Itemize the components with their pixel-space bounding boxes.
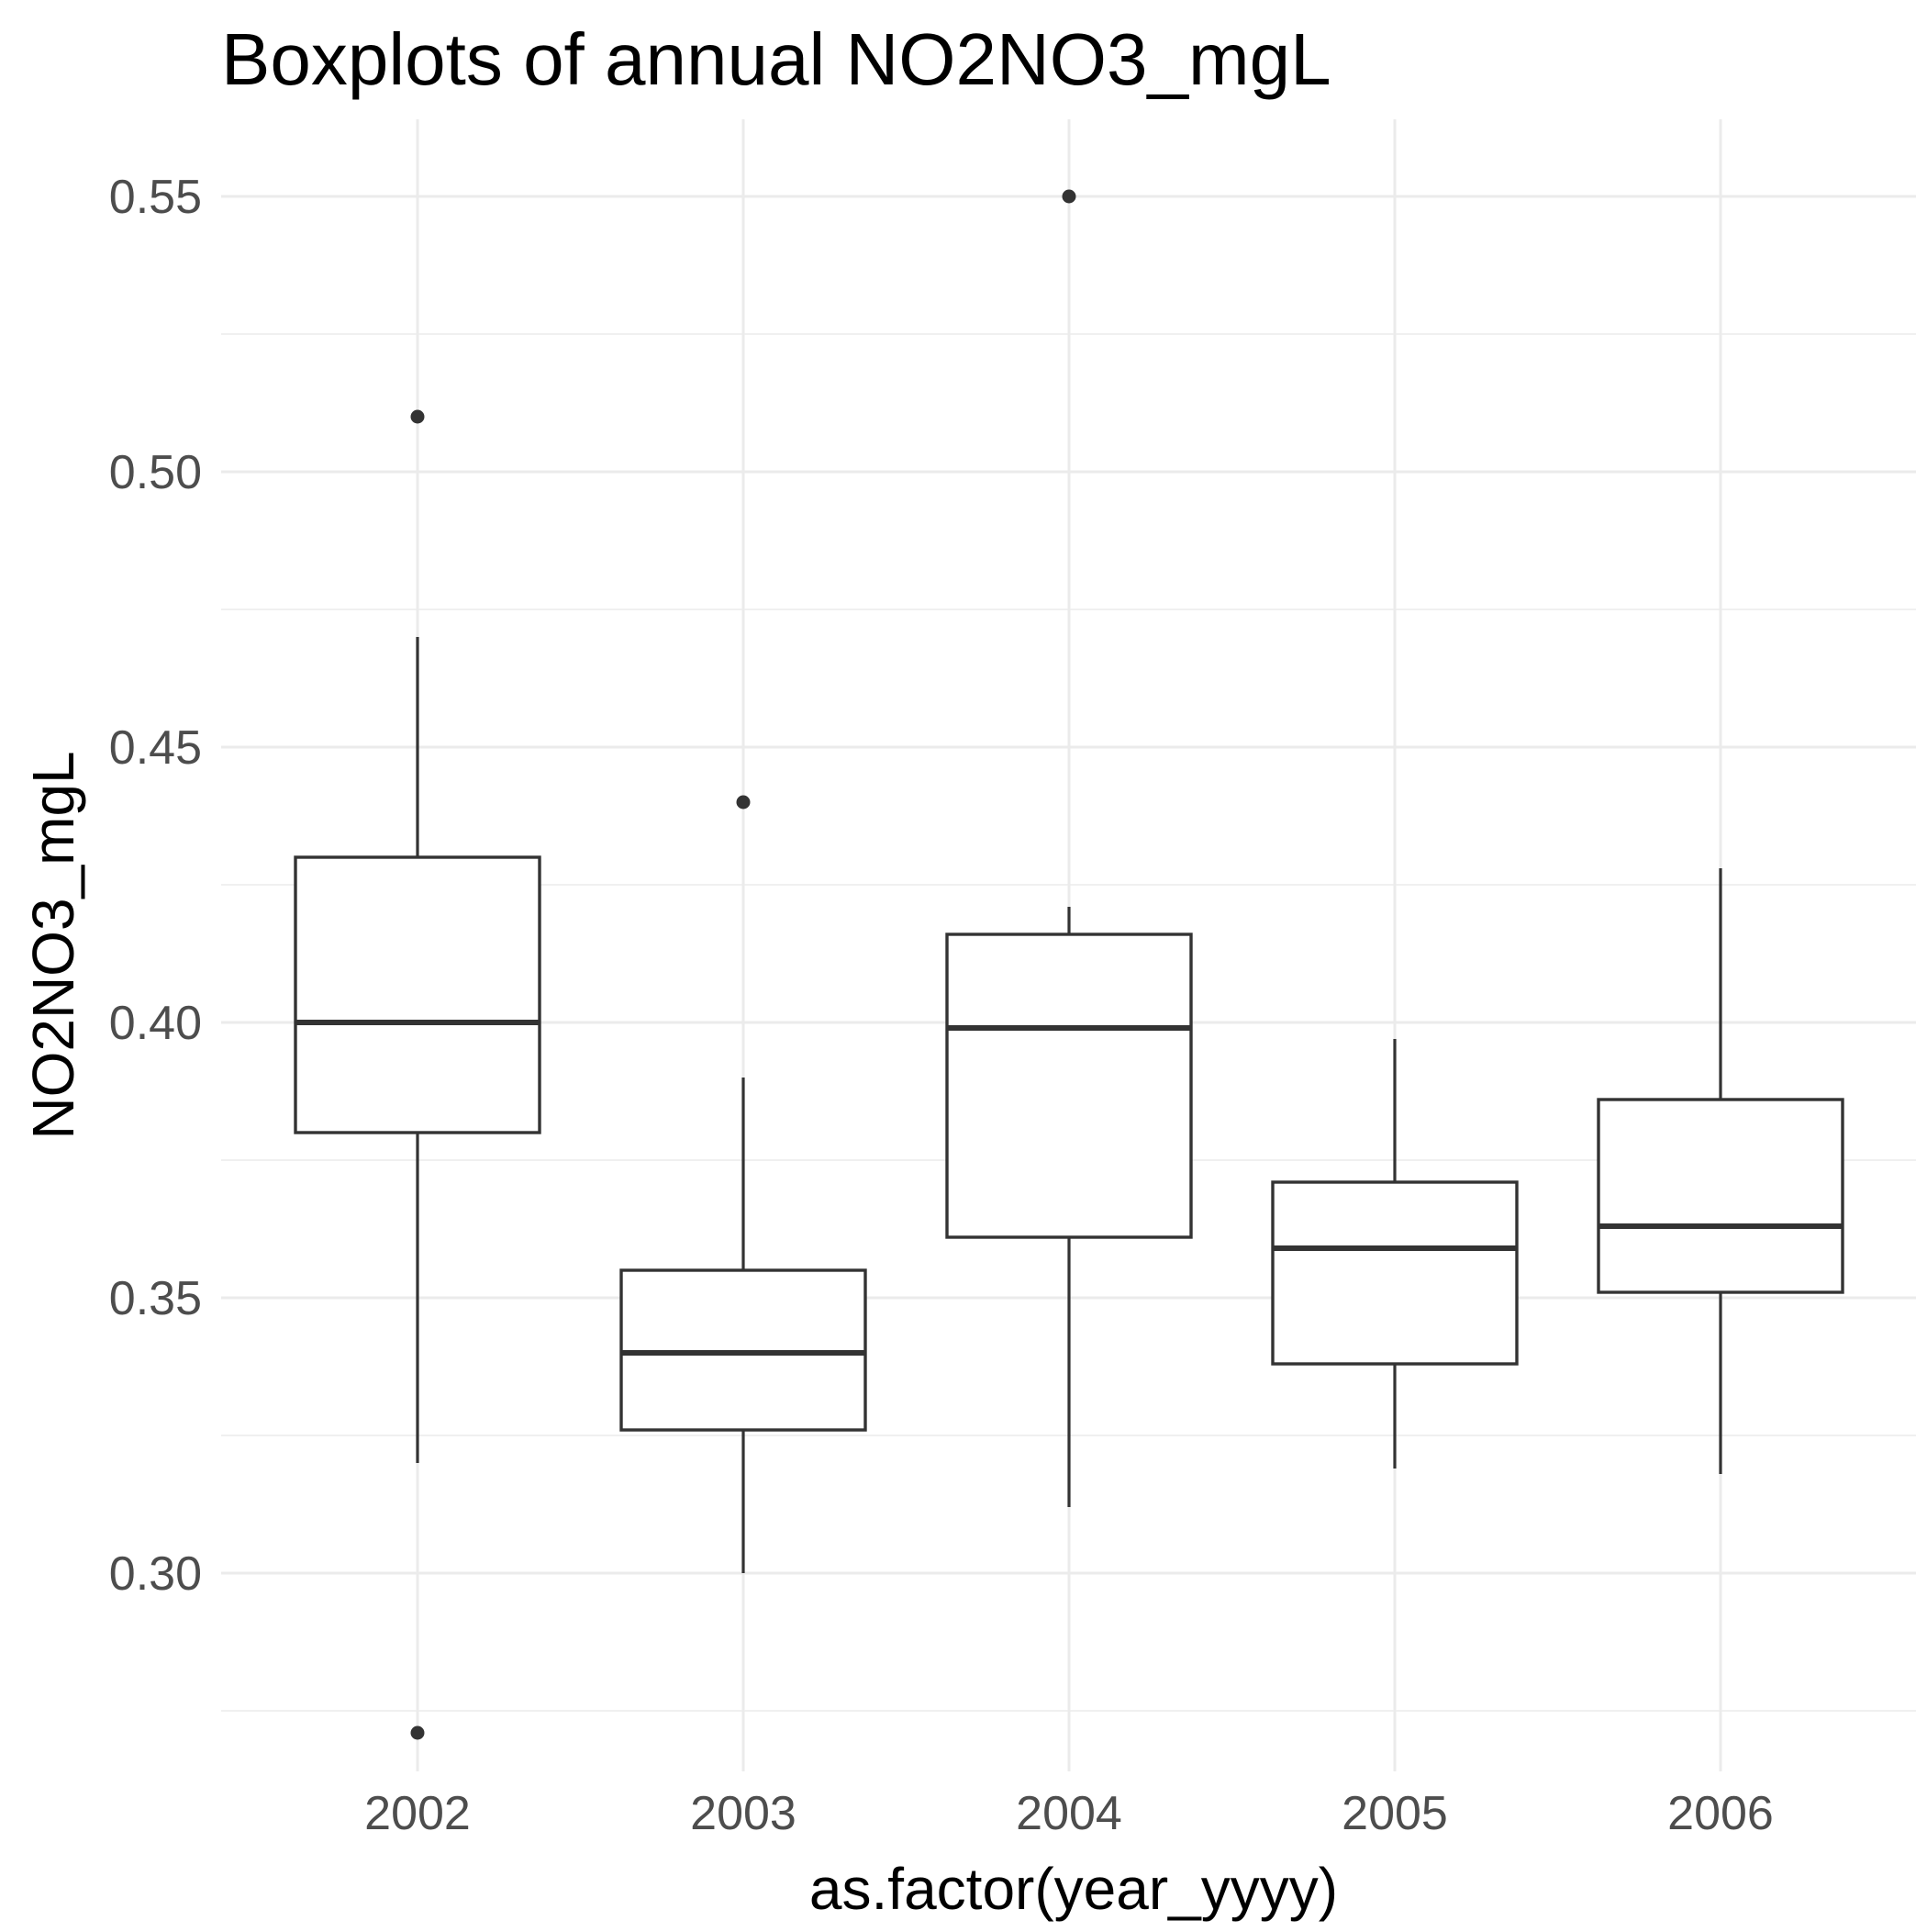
labels-layer: 0.30 0.35 0.40 0.45 0.50 0.55 2002 2003 2004 2005…: [109, 171, 1774, 1840]
x-tick-label: 2005: [1342, 1787, 1448, 1840]
outlier-point: [736, 795, 751, 810]
outlier-point: [410, 1725, 425, 1740]
box-2004: [945, 189, 1193, 1507]
box-iqr: [294, 855, 541, 1134]
box-2005: [1271, 1039, 1519, 1469]
boxes-layer: [294, 189, 1844, 1740]
y-tick-label: 0.55: [109, 171, 202, 224]
box-iqr: [1271, 1180, 1519, 1366]
chart-title: Boxplots of annual NO2NO3_mgL: [221, 18, 1331, 100]
box-iqr: [945, 932, 1193, 1239]
box-2006: [1597, 868, 1844, 1474]
y-axis-title: NO2NO3_mgL: [20, 751, 86, 1139]
x-tick-label: 2006: [1667, 1787, 1774, 1840]
y-tick-label: 0.50: [109, 446, 202, 499]
y-tick-label: 0.30: [109, 1547, 202, 1601]
x-tick-label: 2002: [364, 1787, 471, 1840]
outlier-point: [1062, 189, 1076, 204]
x-axis-title: as.factor(year_yyyy): [809, 1856, 1338, 1922]
x-tick-label: 2004: [1016, 1787, 1122, 1840]
y-tick-label: 0.35: [109, 1272, 202, 1325]
box-2002: [294, 409, 541, 1740]
box-2003: [619, 795, 867, 1573]
y-tick-label: 0.45: [109, 721, 202, 775]
x-tick-label: 2003: [690, 1787, 796, 1840]
y-tick-label: 0.40: [109, 997, 202, 1050]
box-iqr: [1597, 1098, 1844, 1294]
outlier-point: [410, 409, 425, 424]
